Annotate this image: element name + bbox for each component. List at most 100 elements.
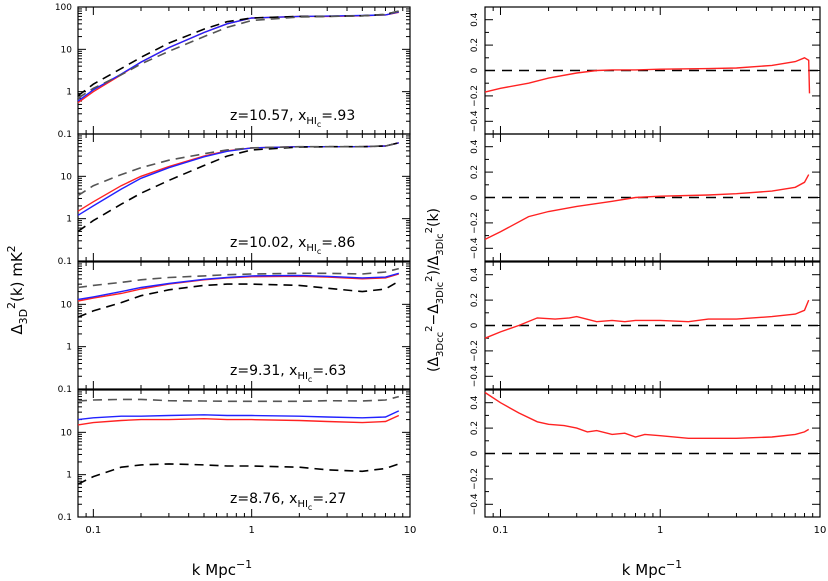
right-panel-frame [484, 261, 821, 390]
right-ylabel-part: 2 [424, 276, 435, 282]
left-x-tick-label: 1 [248, 525, 254, 536]
left-y-tick-label: 10 [61, 300, 73, 310]
right-y-tick-label: −0.2 [470, 340, 480, 362]
right-panel-frame [484, 6, 821, 135]
annotation-x-subsub: c [308, 375, 312, 384]
right-y-tick-label: −0.2 [470, 468, 480, 490]
right-y-tick-label: 0.4 [470, 139, 480, 154]
left-panel-3: 0.1 1 10 z=9.31, xHIc=.63 [58, 261, 411, 395]
annotation-x-sub: HI [297, 499, 307, 510]
left-panel-2: 0.1 1 10 z=10.02, xHIc=.86 [58, 133, 411, 267]
left-x-tick-label: 10 [404, 525, 417, 536]
left-xlabel-sup: −1 [236, 558, 252, 571]
annotation-z: z=8.76, [230, 491, 289, 507]
annotation-z: z=10.02, [230, 235, 298, 251]
annotation-x-value: =.86 [321, 235, 355, 251]
right-xlabel-main: k Mpc [622, 561, 666, 579]
left-ylabel: Δ3D2(k) mK2 [5, 245, 30, 334]
right-series-red [484, 299, 810, 339]
left-series-gray-dashed [77, 10, 400, 99]
right-y-tick-label: 0 [470, 67, 480, 73]
annotation-x-sub: HI [306, 116, 316, 127]
annotation-x-value: =.93 [321, 108, 355, 124]
panel-annotation: z=10.57, xHIc=.93 [230, 108, 355, 129]
left-y-tick-label: 0.1 [58, 513, 72, 523]
right-panel-3: −0.4 −0.2 0 0.2 0.4 [470, 261, 821, 390]
right-ylabel-part: )/Δ [426, 255, 442, 275]
right-ylabel-part: 2 [424, 326, 435, 332]
annotation-x: x [289, 491, 297, 507]
left-ylabel-sup: 2 [5, 302, 18, 309]
right-ylabel-part: (k) [426, 208, 442, 227]
right-y-tick-label: 0.2 [470, 38, 480, 52]
left-series-black-dashed [77, 463, 400, 485]
panel-annotation: z=8.76, xHIc=.27 [230, 491, 346, 512]
left-xlabel-main: k Mpc [192, 561, 236, 579]
left-y-tick-label: 10 [61, 45, 73, 55]
right-xlabel-sup: −1 [666, 558, 682, 571]
left-series-black-dashed [77, 10, 399, 97]
left-panel-4: 0.1 1 10 z=8.76, xHIc=.27 [58, 389, 411, 523]
right-y-tick-label: 0.2 [470, 421, 480, 435]
right-panel-1: −0.4 −0.2 0 0.2 0.4 [470, 6, 821, 135]
panel-annotation: z=9.31, xHIc=.63 [230, 363, 346, 384]
left-y-tick-label: 0.1 [58, 385, 72, 395]
left-series-blue [77, 11, 399, 102]
left-series-gray-dashed [77, 395, 399, 403]
right-panel-frame [484, 389, 821, 518]
annotation-x-value: =.27 [312, 491, 346, 507]
left-y-tick-label: 100 [55, 3, 72, 13]
right-series-red [484, 57, 811, 94]
left-y-tick-label: 1 [66, 471, 72, 481]
left-series-red [77, 142, 399, 212]
right-y-tick-label: 0.2 [470, 293, 480, 307]
right-y-tick-label: −0.2 [470, 85, 480, 107]
left-series-blue [77, 410, 400, 421]
right-y-tick-label: −0.4 [470, 365, 480, 387]
annotation-x-sub: HI [306, 243, 316, 254]
annotation-x: x [289, 363, 297, 379]
right-y-tick-label: 0 [470, 322, 480, 328]
right-ylabel-part: −Δ [426, 304, 442, 326]
right-panel-4: −0.4 −0.2 0 0.2 0.4 [470, 389, 821, 518]
left-series-red [77, 11, 399, 104]
annotation-x-value: =.63 [312, 363, 346, 379]
left-ylabel-sub: 3D [17, 309, 30, 324]
right-y-tick-label: −0.4 [470, 493, 480, 515]
left-y-tick-label: 0.1 [58, 257, 72, 267]
left-ylabel-main: Δ [8, 324, 26, 335]
left-y-tick-label: 1 [66, 343, 72, 353]
right-column-plots: −0.4 −0.2 0 0.2 0.4 −0.4 −0.2 0 0.2 0.4 −0.4 −0.2 0 0… [470, 6, 827, 536]
left-ylabel-tail: (k) mK [8, 251, 26, 302]
right-ylabel-part: 3Dlc [435, 233, 446, 255]
left-series-blue [77, 272, 399, 301]
right-y-tick-label: 0.4 [470, 267, 480, 282]
right-ylabel: (Δ3Dcc2−Δ3Dlc2)/Δ3Dlc2(k) [424, 208, 446, 372]
left-series-blue [77, 142, 399, 216]
right-panel-2: −0.4 −0.2 0 0.2 0.4 [470, 133, 821, 262]
panel-annotation: z=10.02, xHIc=.86 [230, 235, 355, 256]
right-x-tick-label: 10 [814, 525, 827, 536]
right-x-tick-label: 1 [657, 525, 663, 536]
annotation-x-sub: HI [297, 371, 307, 382]
right-y-tick-label: 0.2 [470, 165, 480, 179]
left-xlabel: k Mpc−1 [192, 558, 252, 579]
left-y-tick-label: 10 [61, 428, 73, 438]
right-ylabel-part: 2 [424, 227, 435, 233]
left-series-gray-dashed [77, 142, 399, 197]
left-ylabel-tail-sup: 2 [5, 245, 18, 252]
left-series-red [77, 414, 400, 426]
annotation-z: z=9.31, [230, 363, 289, 379]
annotation-z: z=10.57, [230, 108, 298, 124]
annotation-x-subsub: c [317, 247, 321, 256]
right-ylabel-part: 3Dlc [435, 282, 446, 304]
right-y-tick-label: −0.2 [470, 212, 480, 234]
right-y-tick-label: 0 [470, 194, 480, 200]
annotation-x: x [298, 235, 306, 251]
right-series-red [484, 391, 810, 439]
right-x-tick-label: 0.1 [493, 525, 509, 536]
left-panel-1: 0.1 1 10 100 z=10.57, xHIc=.93 [55, 3, 411, 140]
right-xlabel: k Mpc−1 [622, 558, 682, 579]
